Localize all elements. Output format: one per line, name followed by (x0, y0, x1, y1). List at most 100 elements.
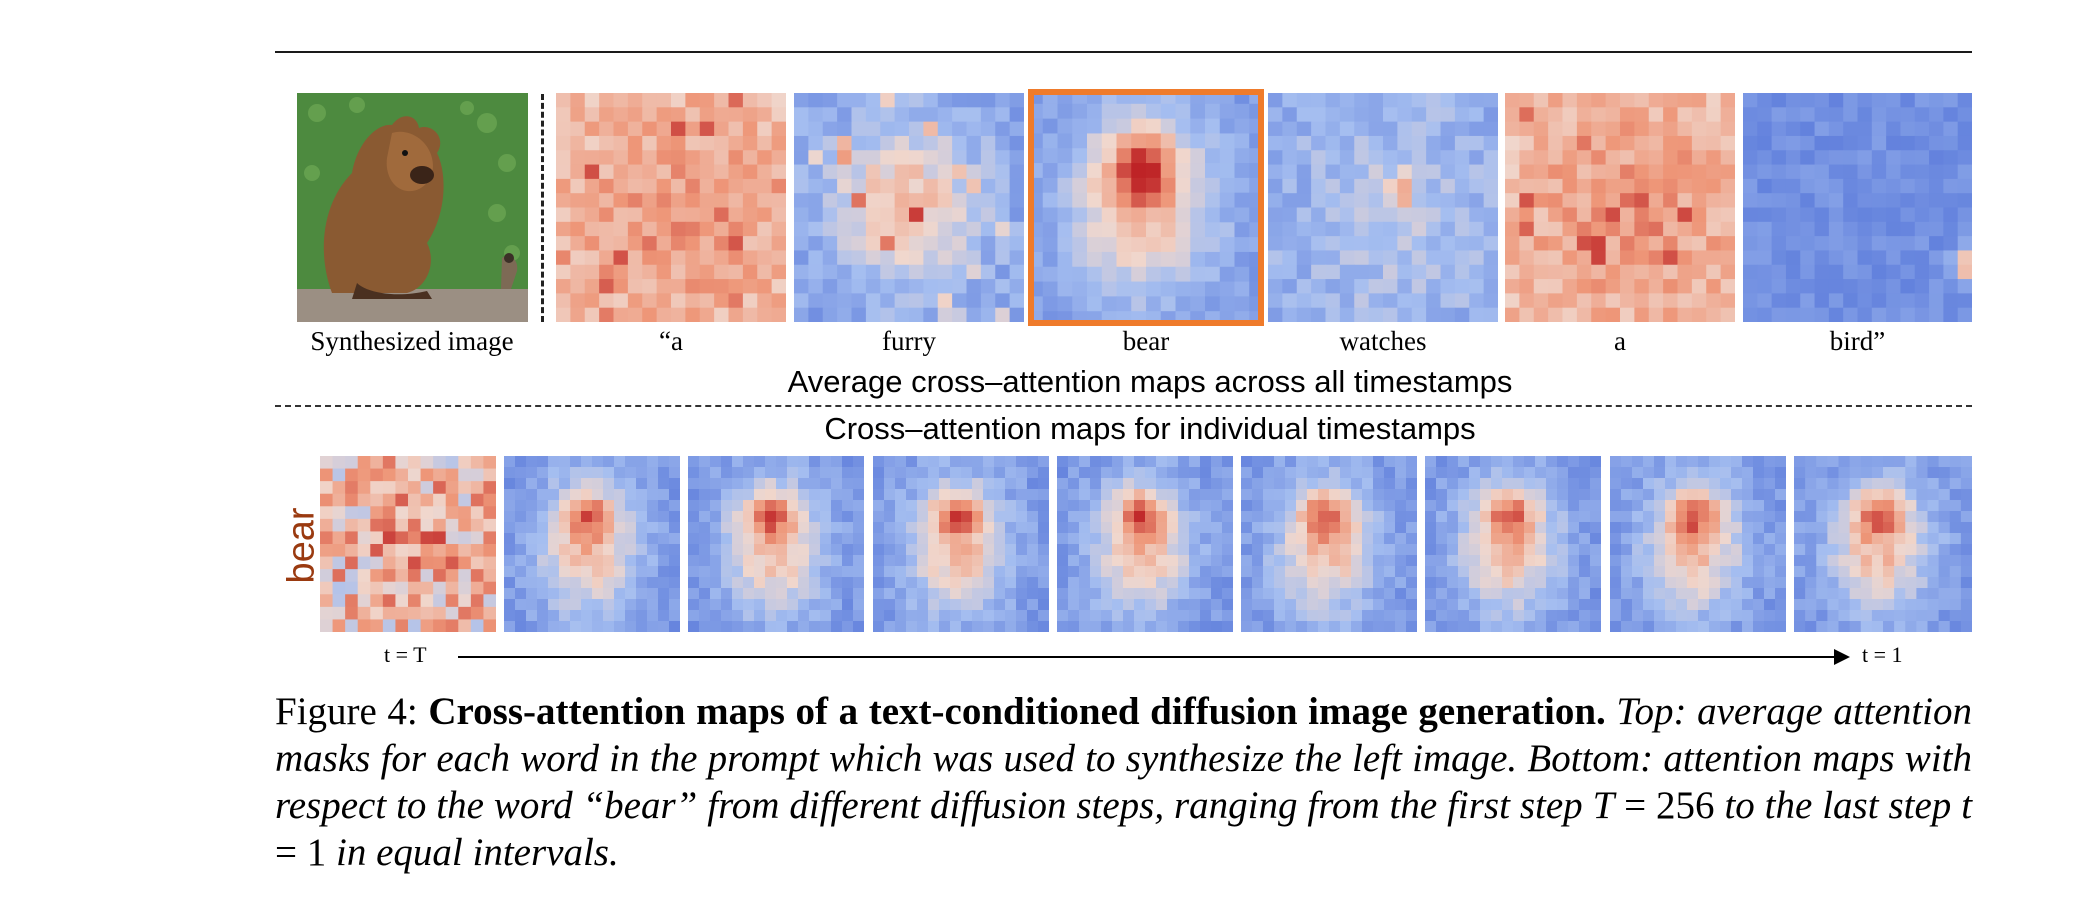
heatmap-cell (1123, 621, 1135, 632)
heatmap-cell (1502, 478, 1514, 490)
heatmap-cell (1949, 621, 1962, 632)
heatmap-cell (1351, 566, 1363, 578)
heatmap-cell (1632, 467, 1644, 479)
heatmap-cell (765, 588, 777, 600)
heatmap-cell (669, 610, 680, 622)
heatmap-cell (1373, 544, 1385, 556)
heatmap-cell (1916, 511, 1929, 523)
heatmap-cell (1794, 544, 1806, 556)
heatmap-cell (1469, 533, 1481, 545)
heatmap-cell (470, 531, 485, 545)
heatmap-cell (1340, 456, 1352, 468)
heatmap-cell (1068, 500, 1080, 512)
heatmap-cell (822, 250, 838, 266)
heatmap-cell (1883, 544, 1895, 556)
heatmap-cell (1620, 193, 1635, 209)
heatmap-cell (1706, 236, 1722, 252)
heatmap-cell (1663, 307, 1679, 322)
heatmap-cell (1057, 281, 1073, 297)
heatmap-cell (1087, 311, 1103, 326)
heatmap-cell (1205, 133, 1221, 149)
heatmap-cell (1562, 121, 1578, 137)
heatmap-cell (1436, 500, 1448, 512)
heatmap-cell (1146, 222, 1162, 238)
heatmap-cell (917, 566, 929, 578)
heatmap-cell (1200, 489, 1212, 501)
heatmap-cell (880, 121, 896, 137)
heatmap-cell (581, 467, 593, 479)
heatmap-cell (420, 468, 434, 482)
heatmap-cell (1079, 610, 1091, 622)
heatmap-cell (831, 478, 843, 490)
heatmap-cell (1743, 193, 1758, 209)
heatmap-cell (656, 293, 672, 309)
heatmap-cell (420, 531, 434, 545)
heatmap-cell (950, 522, 962, 534)
heatmap-cell (1771, 250, 1787, 266)
heatmap-cell (1894, 544, 1906, 556)
heatmap-cell (1268, 293, 1283, 309)
heatmap-cell (688, 500, 700, 512)
heatmap-cell (1960, 500, 1972, 512)
heatmap-cell (1691, 150, 1707, 166)
heatmap-cell (559, 544, 571, 556)
heatmap-cell (1395, 489, 1407, 501)
heatmap-cell (1038, 566, 1049, 578)
heatmap-cell (1211, 610, 1223, 622)
heatmap-cell (994, 577, 1006, 589)
heatmap-cell (1533, 107, 1549, 123)
heatmap-cell (1406, 577, 1417, 589)
heatmap-cell (1211, 566, 1223, 578)
heatmap-cell (647, 588, 659, 600)
heatmap-cell (1576, 221, 1592, 237)
heatmap-cell (1805, 555, 1817, 567)
heatmap-cell (1458, 555, 1470, 567)
heatmap-cell (1219, 237, 1236, 253)
heatmap-cell (1610, 566, 1622, 578)
heatmap-cell (808, 236, 824, 252)
heatmap-cell (895, 456, 907, 468)
heatmap-cell (1090, 555, 1102, 567)
heatmap-cell (937, 107, 953, 123)
heatmap-cell (1145, 489, 1157, 501)
heatmap-cell (1406, 599, 1417, 611)
heatmap-cell (1816, 489, 1828, 501)
heatmap-cell (980, 250, 996, 266)
heatmap-cell (1397, 307, 1413, 322)
heatmap-cell (1178, 610, 1190, 622)
heatmap-cell (1325, 150, 1341, 166)
heatmap-cell (1436, 599, 1448, 611)
heatmap-cell (1211, 577, 1223, 589)
heatmap-cell (1411, 107, 1427, 123)
heatmap-cell (1568, 621, 1580, 632)
heatmap-cell (570, 456, 582, 468)
heatmap-cell (851, 264, 867, 280)
heatmap-cell (853, 544, 864, 556)
heatmap-cell (1190, 281, 1206, 297)
heatmap-cell (728, 264, 744, 280)
heatmap-cell (1742, 588, 1754, 600)
heatmap-cell (952, 121, 968, 137)
heatmap-cell (1838, 566, 1851, 578)
heatmap-cell (556, 293, 571, 309)
heatmap-cell (710, 588, 722, 600)
heatmap-cell (603, 522, 615, 534)
heatmap-cell (1057, 566, 1069, 578)
heatmap-cell (1805, 456, 1817, 468)
heatmap-cell (1175, 311, 1191, 326)
heatmap-cell (1425, 588, 1437, 600)
heatmap-cell (906, 621, 918, 632)
heatmap-cell (1384, 621, 1396, 632)
heatmap-cell (1535, 566, 1547, 578)
heatmap-cell (636, 478, 648, 490)
heatmap-cell (1042, 311, 1059, 326)
heatmap-cell (483, 556, 496, 570)
heatmap-cell (408, 456, 422, 470)
heatmap-cell (1205, 163, 1221, 179)
heatmap-cell (1916, 566, 1929, 578)
heatmap-cell (837, 121, 853, 137)
heatmap-cell (1654, 489, 1666, 501)
heatmap-cell (1101, 599, 1113, 611)
heatmap-cell (1296, 500, 1308, 512)
heatmap-cell (1189, 522, 1201, 534)
